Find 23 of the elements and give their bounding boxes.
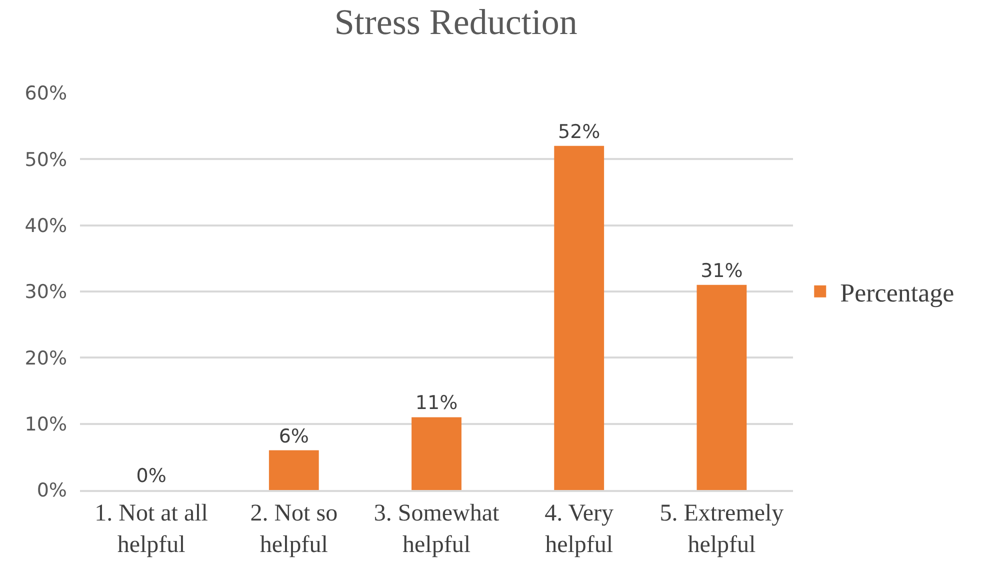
x-tick-label: 4. Very helpful bbox=[544, 500, 614, 558]
x-tick-label: 1. Not at all helpful bbox=[94, 500, 208, 558]
y-tick-label: 40% bbox=[24, 214, 67, 237]
y-tick-label: 0% bbox=[36, 480, 67, 502]
data-label: 52% bbox=[558, 120, 600, 143]
y-tick-label: 30% bbox=[24, 281, 67, 304]
legend-label: Percentage bbox=[840, 278, 954, 308]
data-label: 6% bbox=[278, 425, 309, 448]
data-label: 11% bbox=[415, 392, 458, 414]
y-tick-label: 50% bbox=[24, 148, 67, 171]
data-label: 31% bbox=[700, 260, 743, 282]
x-tick-label: 5. Extremely helpful bbox=[660, 500, 784, 558]
bar bbox=[412, 417, 462, 490]
chart-title: Stress Reduction bbox=[334, 2, 578, 42]
data-label: 0% bbox=[136, 465, 166, 487]
y-tick-label: 60% bbox=[24, 82, 67, 105]
bar bbox=[268, 450, 319, 490]
x-tick-label: 2. Not so helpful bbox=[250, 500, 338, 558]
bar bbox=[696, 284, 747, 490]
y-tick-label: 20% bbox=[24, 347, 67, 370]
y-tick-label: 10% bbox=[24, 413, 67, 436]
x-tick-label: 3. Somewhat helpful bbox=[374, 500, 500, 558]
bar bbox=[554, 146, 604, 490]
